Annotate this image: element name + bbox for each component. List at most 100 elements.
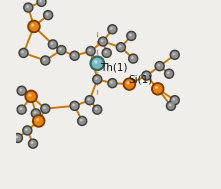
Circle shape xyxy=(72,103,78,109)
Circle shape xyxy=(41,56,50,65)
Circle shape xyxy=(172,97,178,103)
Circle shape xyxy=(19,88,25,94)
Circle shape xyxy=(41,104,50,113)
Circle shape xyxy=(143,73,149,79)
Circle shape xyxy=(172,52,178,58)
Circle shape xyxy=(88,98,90,100)
Circle shape xyxy=(170,96,179,105)
Circle shape xyxy=(17,86,26,95)
Circle shape xyxy=(127,82,129,84)
Circle shape xyxy=(31,109,40,118)
Circle shape xyxy=(123,78,135,90)
Circle shape xyxy=(19,107,25,113)
Circle shape xyxy=(29,94,31,96)
Circle shape xyxy=(166,101,175,110)
Circle shape xyxy=(28,20,40,33)
Circle shape xyxy=(34,117,43,125)
Circle shape xyxy=(46,13,48,15)
Circle shape xyxy=(44,11,53,20)
Circle shape xyxy=(157,63,163,69)
Circle shape xyxy=(173,53,175,55)
Circle shape xyxy=(104,50,110,56)
Circle shape xyxy=(33,110,39,116)
Circle shape xyxy=(145,74,146,75)
Circle shape xyxy=(119,46,121,47)
Circle shape xyxy=(51,43,53,44)
Circle shape xyxy=(13,133,22,143)
Circle shape xyxy=(111,28,112,29)
Circle shape xyxy=(168,103,174,109)
Circle shape xyxy=(73,54,74,56)
Circle shape xyxy=(73,104,74,106)
Circle shape xyxy=(128,33,134,39)
Circle shape xyxy=(105,51,107,53)
Circle shape xyxy=(33,115,45,127)
Circle shape xyxy=(111,81,112,83)
Circle shape xyxy=(116,43,126,52)
Circle shape xyxy=(19,48,28,57)
Circle shape xyxy=(44,59,45,60)
Circle shape xyxy=(60,48,61,50)
Circle shape xyxy=(102,48,111,57)
Circle shape xyxy=(45,12,51,18)
Circle shape xyxy=(27,92,35,101)
Circle shape xyxy=(40,0,41,2)
Circle shape xyxy=(20,89,21,91)
Circle shape xyxy=(42,57,48,64)
Circle shape xyxy=(118,44,124,50)
Circle shape xyxy=(17,105,26,114)
Circle shape xyxy=(57,46,66,55)
Circle shape xyxy=(94,76,100,82)
Circle shape xyxy=(127,31,136,40)
Circle shape xyxy=(93,105,102,114)
Circle shape xyxy=(72,53,78,59)
Circle shape xyxy=(109,26,115,32)
Circle shape xyxy=(125,80,133,88)
Circle shape xyxy=(170,50,179,59)
Circle shape xyxy=(34,112,36,113)
Circle shape xyxy=(70,51,79,60)
Circle shape xyxy=(109,80,115,86)
Circle shape xyxy=(27,6,28,7)
Circle shape xyxy=(129,54,138,63)
Circle shape xyxy=(31,142,33,143)
Circle shape xyxy=(96,78,97,79)
Circle shape xyxy=(155,87,158,89)
Circle shape xyxy=(58,47,64,53)
Circle shape xyxy=(130,56,136,62)
Circle shape xyxy=(108,79,117,88)
Circle shape xyxy=(42,106,48,112)
Circle shape xyxy=(86,46,95,56)
Circle shape xyxy=(30,141,36,147)
Circle shape xyxy=(15,135,21,141)
Circle shape xyxy=(16,136,18,138)
Circle shape xyxy=(25,90,37,102)
Circle shape xyxy=(173,98,175,100)
Circle shape xyxy=(23,126,32,135)
Circle shape xyxy=(36,119,38,121)
Circle shape xyxy=(166,71,172,77)
Circle shape xyxy=(37,0,46,6)
Circle shape xyxy=(101,40,103,41)
Circle shape xyxy=(142,71,151,80)
Circle shape xyxy=(25,5,31,11)
Circle shape xyxy=(38,0,45,5)
Circle shape xyxy=(29,139,38,148)
Circle shape xyxy=(32,24,34,26)
Circle shape xyxy=(100,39,106,45)
Circle shape xyxy=(20,108,21,109)
Circle shape xyxy=(26,129,27,130)
Circle shape xyxy=(50,41,56,47)
Circle shape xyxy=(88,48,94,54)
Circle shape xyxy=(93,75,102,84)
Circle shape xyxy=(48,40,57,49)
Circle shape xyxy=(96,108,97,109)
Circle shape xyxy=(152,83,164,95)
Text: Si(1): Si(1) xyxy=(128,74,153,84)
Circle shape xyxy=(80,119,82,121)
Circle shape xyxy=(30,22,38,31)
Circle shape xyxy=(95,61,97,63)
Circle shape xyxy=(131,57,133,58)
Circle shape xyxy=(98,37,107,46)
Circle shape xyxy=(70,101,79,110)
